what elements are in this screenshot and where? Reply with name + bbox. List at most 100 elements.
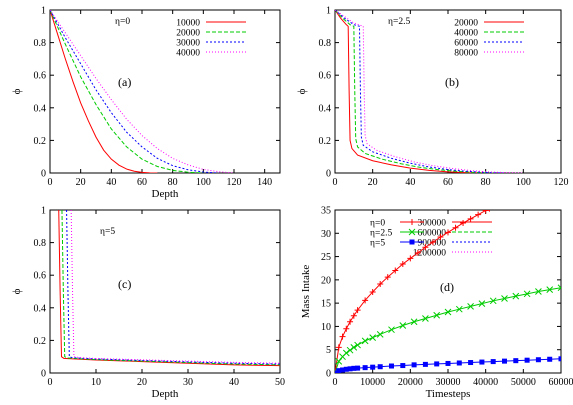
x-tick-label: 40000 bbox=[473, 377, 498, 388]
x-tick-label: 30 bbox=[183, 377, 193, 388]
y-tick-label: 0.4 bbox=[319, 103, 332, 114]
data-point bbox=[378, 364, 383, 369]
x-tick-label: 30000 bbox=[436, 377, 461, 388]
y-tick-label: 1 bbox=[326, 6, 331, 17]
panel-annotation: η=0 bbox=[115, 17, 130, 27]
x-tick-label: 20 bbox=[76, 177, 86, 188]
series-line bbox=[335, 10, 505, 173]
data-point bbox=[411, 319, 417, 325]
x-tick-label: 10000 bbox=[360, 377, 385, 388]
legend-label: η=5 bbox=[370, 239, 385, 249]
data-point bbox=[355, 366, 360, 371]
legend-label: 80000 bbox=[454, 49, 478, 59]
x-tick-label: 80 bbox=[168, 177, 178, 188]
x-tick-label: 120 bbox=[554, 177, 569, 188]
series-line bbox=[50, 10, 234, 173]
data-point bbox=[434, 361, 439, 366]
legend-label: 40000 bbox=[454, 29, 478, 39]
data-point bbox=[525, 358, 530, 363]
y-tick-label: 1 bbox=[41, 6, 46, 17]
data-point bbox=[389, 364, 394, 369]
x-tick-label: 40 bbox=[229, 377, 239, 388]
data-point bbox=[423, 362, 428, 367]
data-point bbox=[502, 359, 507, 364]
data-point bbox=[536, 357, 541, 362]
x-axis-label: Timesteps bbox=[426, 388, 471, 400]
legend-label: 60000 bbox=[454, 39, 478, 49]
legend-label: η=2.5 bbox=[370, 229, 392, 239]
panel-letter: (a) bbox=[118, 75, 131, 89]
y-tick-label: 10 bbox=[321, 322, 331, 333]
y-tick-label: 0.6 bbox=[319, 71, 332, 82]
y-tick-label: 0.6 bbox=[34, 271, 47, 282]
data-point bbox=[351, 313, 357, 319]
data-point bbox=[370, 365, 375, 370]
y-axis-label: Mass Intake bbox=[300, 265, 312, 319]
plot-frame bbox=[50, 210, 280, 373]
series-line bbox=[335, 10, 523, 173]
x-tick-label: 60 bbox=[443, 177, 453, 188]
x-axis-label: Depth bbox=[152, 388, 179, 400]
data-point bbox=[468, 303, 474, 309]
legend-label: 300000 bbox=[418, 219, 447, 229]
x-tick-label: 120 bbox=[227, 177, 242, 188]
y-tick-label: 0.8 bbox=[34, 38, 47, 49]
data-point bbox=[370, 335, 376, 341]
data-point bbox=[347, 347, 353, 353]
series-group bbox=[59, 210, 280, 366]
series-line bbox=[50, 10, 157, 173]
data-point bbox=[445, 309, 451, 315]
data-point bbox=[400, 363, 405, 368]
data-point bbox=[547, 357, 552, 362]
x-axis-label: Depth bbox=[152, 188, 179, 200]
y-tick-label: 30 bbox=[321, 229, 331, 240]
x-tick-label: 100 bbox=[196, 177, 211, 188]
y-axis-label: ϕ bbox=[11, 88, 23, 94]
x-tick-label: 40 bbox=[106, 177, 116, 188]
x-tick-label: 50 bbox=[275, 377, 285, 388]
legend-marker bbox=[409, 219, 415, 225]
data-point bbox=[479, 301, 485, 307]
data-point bbox=[468, 360, 473, 365]
data-point bbox=[475, 212, 481, 218]
y-tick-label: 0 bbox=[326, 369, 331, 380]
series-line bbox=[67, 210, 280, 364]
y-tick-label: 0.6 bbox=[34, 71, 47, 82]
y-axis-label: ϕ bbox=[296, 88, 308, 94]
data-point bbox=[363, 365, 368, 370]
legend-label: 900000 bbox=[418, 239, 447, 249]
x-tick-label: 0 bbox=[333, 377, 338, 388]
y-tick-label: 15 bbox=[321, 299, 331, 310]
legend-label: 20000 bbox=[176, 29, 200, 39]
data-point bbox=[400, 322, 406, 328]
x-tick-label: 0 bbox=[48, 177, 53, 188]
data-point bbox=[422, 316, 428, 322]
y-tick-label: 0.4 bbox=[34, 103, 47, 114]
x-tick-label: 40 bbox=[405, 177, 415, 188]
data-point bbox=[456, 306, 462, 312]
legend-label: 10000 bbox=[176, 19, 200, 29]
legend: η=0η=2.5η=5 bbox=[370, 219, 424, 249]
panel-letter: (d) bbox=[440, 280, 454, 294]
data-point bbox=[434, 312, 440, 318]
y-tick-label: 35 bbox=[321, 206, 331, 217]
x-tick-label: 60000 bbox=[549, 377, 573, 388]
data-point bbox=[460, 220, 466, 226]
y-tick-label: 25 bbox=[321, 252, 331, 263]
x-tick-label: 0 bbox=[48, 377, 53, 388]
data-point bbox=[483, 207, 489, 213]
x-tick-label: 0 bbox=[333, 177, 338, 188]
data-point bbox=[340, 334, 346, 340]
data-point bbox=[343, 350, 349, 356]
data-point bbox=[362, 338, 368, 344]
data-point bbox=[446, 361, 451, 366]
x-tick-label: 20000 bbox=[398, 377, 423, 388]
x-tick-label: 10 bbox=[91, 377, 101, 388]
data-point bbox=[559, 356, 564, 361]
